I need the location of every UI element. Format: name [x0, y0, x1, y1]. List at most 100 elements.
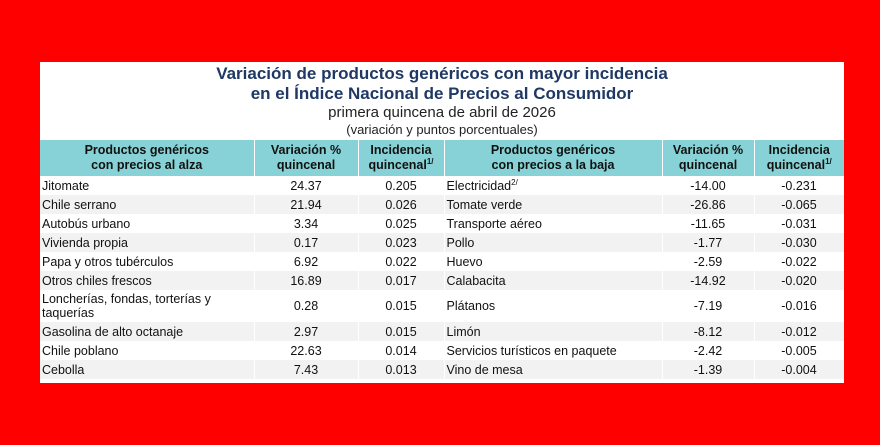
- title-block: Variación de productos genéricos con may…: [40, 64, 844, 137]
- table-title-line2: en el Índice Nacional de Precios al Cons…: [250, 84, 634, 103]
- header-up-variation-l2: quincenal: [276, 158, 336, 172]
- up-variation-value: 6.92: [254, 252, 359, 271]
- down-incidence-value: -0.030: [754, 233, 844, 252]
- header-down-products-l2: con precios a la baja: [491, 158, 615, 172]
- down-incidence-value: -0.065: [754, 195, 844, 214]
- down-variation-value: -14.00: [662, 176, 755, 195]
- header-up-variation: Variación % quincenal: [254, 140, 359, 176]
- down-product-name: Vino de mesa: [444, 360, 663, 379]
- down-incidence-value: -0.020: [754, 271, 844, 290]
- down-product-cell: Electricidad2/: [444, 176, 663, 195]
- down-incidence-value: -0.005: [754, 341, 844, 360]
- up-incidence-value: 0.023: [358, 233, 445, 252]
- down-incidence-value: -0.012: [754, 322, 844, 341]
- up-variation-value: 16.89: [254, 271, 359, 290]
- down-product-name: Pollo: [444, 233, 663, 252]
- header-up-incidence: Incidencia quincenal1/: [358, 140, 445, 176]
- down-incidence-value: -0.004: [754, 360, 844, 379]
- table-row: Jitomate 24.37 0.205 Electricidad2/ -14.…: [40, 176, 844, 195]
- up-incidence-value: 0.015: [358, 322, 445, 341]
- table-row: Chile serrano 21.94 0.026 Tomate verde -…: [40, 195, 844, 214]
- down-variation-value: -7.19: [662, 290, 755, 322]
- table-row: Vivienda propia 0.17 0.023 Pollo -1.77 -…: [40, 233, 844, 252]
- down-product-name: Servicios turísticos en paquete: [444, 341, 663, 360]
- down-variation-value: -26.86: [662, 195, 755, 214]
- down-product-name: Calabacita: [444, 271, 663, 290]
- table-subtitle: primera quincena de abril de 2026: [328, 104, 556, 121]
- up-product-name: Chile serrano: [40, 195, 255, 214]
- down-product-name: Electricidad: [446, 178, 512, 193]
- down-product-name: Limón: [444, 322, 663, 341]
- up-incidence-value: 0.205: [358, 176, 445, 195]
- up-product-name: Papa y otros tubérculos: [40, 252, 255, 271]
- up-variation-value: 2.97: [254, 322, 359, 341]
- incidence-table-card: Variación de productos genéricos con may…: [40, 62, 844, 383]
- up-product-name: Vivienda propia: [40, 233, 255, 252]
- table-row: Cebolla 7.43 0.013 Vino de mesa -1.39 -0…: [40, 360, 844, 379]
- header-down-products-l1: Productos genéricos: [490, 143, 616, 157]
- up-variation-value: 24.37: [254, 176, 359, 195]
- up-incidence-value: 0.013: [358, 360, 445, 379]
- up-product-name: Autobús urbano: [40, 214, 255, 233]
- up-variation-value: 0.28: [254, 290, 359, 322]
- down-incidence-value: -0.022: [754, 252, 844, 271]
- down-product-name: Plátanos: [444, 290, 663, 322]
- table-row: Papa y otros tubérculos 6.92 0.022 Huevo…: [40, 252, 844, 271]
- table-row: Gasolina de alto octanaje 2.97 0.015 Lim…: [40, 322, 844, 341]
- down-variation-value: -2.42: [662, 341, 755, 360]
- up-product-name: Gasolina de alto octanaje: [40, 322, 255, 341]
- up-incidence-value: 0.017: [358, 271, 445, 290]
- incidence-table: Productos genéricos con precios al alza …: [40, 140, 844, 379]
- up-product-name: Loncherías, fondas, torterías y taquería…: [40, 290, 255, 322]
- table-title-line1: Variación de productos genéricos con may…: [216, 64, 668, 83]
- down-variation-value: -1.77: [662, 233, 755, 252]
- up-variation-value: 0.17: [254, 233, 359, 252]
- up-variation-value: 22.63: [254, 341, 359, 360]
- header-down-incidence-l1: Incidencia: [768, 143, 830, 157]
- down-incidence-value: -0.031: [754, 214, 844, 233]
- header-down-incidence: Incidencia quincenal1/: [754, 140, 844, 176]
- header-down-products: Productos genéricos con precios a la baj…: [444, 140, 663, 176]
- up-incidence-value: 0.026: [358, 195, 445, 214]
- down-product-name: Tomate verde: [444, 195, 663, 214]
- up-incidence-value: 0.025: [358, 214, 445, 233]
- table-row: Autobús urbano 3.34 0.025 Transporte aér…: [40, 214, 844, 233]
- up-incidence-value: 0.015: [358, 290, 445, 322]
- header-down-incidence-footnote: 1/: [825, 156, 832, 166]
- up-product-name: Chile poblano: [40, 341, 255, 360]
- header-up-products-l2: con precios al alza: [91, 158, 203, 172]
- header-up-variation-l1: Variación %: [270, 143, 342, 157]
- header-down-incidence-l2: quincenal: [766, 158, 826, 172]
- up-variation-value: 3.34: [254, 214, 359, 233]
- header-down-variation: Variación % quincenal: [662, 140, 755, 176]
- header-up-incidence-footnote: 1/: [426, 156, 434, 166]
- table-body: Jitomate 24.37 0.205 Electricidad2/ -14.…: [40, 176, 844, 379]
- table-units-note: (variación y puntos porcentuales): [346, 122, 538, 137]
- up-incidence-value: 0.014: [358, 341, 445, 360]
- down-incidence-value: -0.231: [754, 176, 844, 195]
- down-product-name: Transporte aéreo: [444, 214, 663, 233]
- down-product-name: Huevo: [444, 252, 663, 271]
- down-variation-value: -1.39: [662, 360, 755, 379]
- up-product-name: Otros chiles frescos: [40, 271, 255, 290]
- down-variation-value: -14.92: [662, 271, 755, 290]
- down-variation-value: -11.65: [662, 214, 755, 233]
- header-down-variation-l1: Variación %: [672, 143, 744, 157]
- header-up-incidence-l2: quincenal: [368, 158, 427, 172]
- table-row: Chile poblano 22.63 0.014 Servicios turí…: [40, 341, 844, 360]
- up-variation-value: 21.94: [254, 195, 359, 214]
- table-row: Otros chiles frescos 16.89 0.017 Calabac…: [40, 271, 844, 290]
- header-up-products-l1: Productos genéricos: [84, 143, 209, 157]
- up-incidence-value: 0.022: [358, 252, 445, 271]
- down-incidence-value: -0.016: [754, 290, 844, 322]
- header-down-variation-l2: quincenal: [678, 158, 738, 172]
- down-variation-value: -8.12: [662, 322, 755, 341]
- down-product-footnote: 2/: [511, 177, 518, 187]
- header-up-products: Productos genéricos con precios al alza: [40, 140, 255, 176]
- up-product-name: Cebolla: [40, 360, 255, 379]
- table-row: Loncherías, fondas, torterías y taquería…: [40, 290, 844, 322]
- header-up-incidence-l1: Incidencia: [370, 143, 432, 157]
- up-variation-value: 7.43: [254, 360, 359, 379]
- down-variation-value: -2.59: [662, 252, 755, 271]
- table-header-row: Productos genéricos con precios al alza …: [40, 140, 844, 176]
